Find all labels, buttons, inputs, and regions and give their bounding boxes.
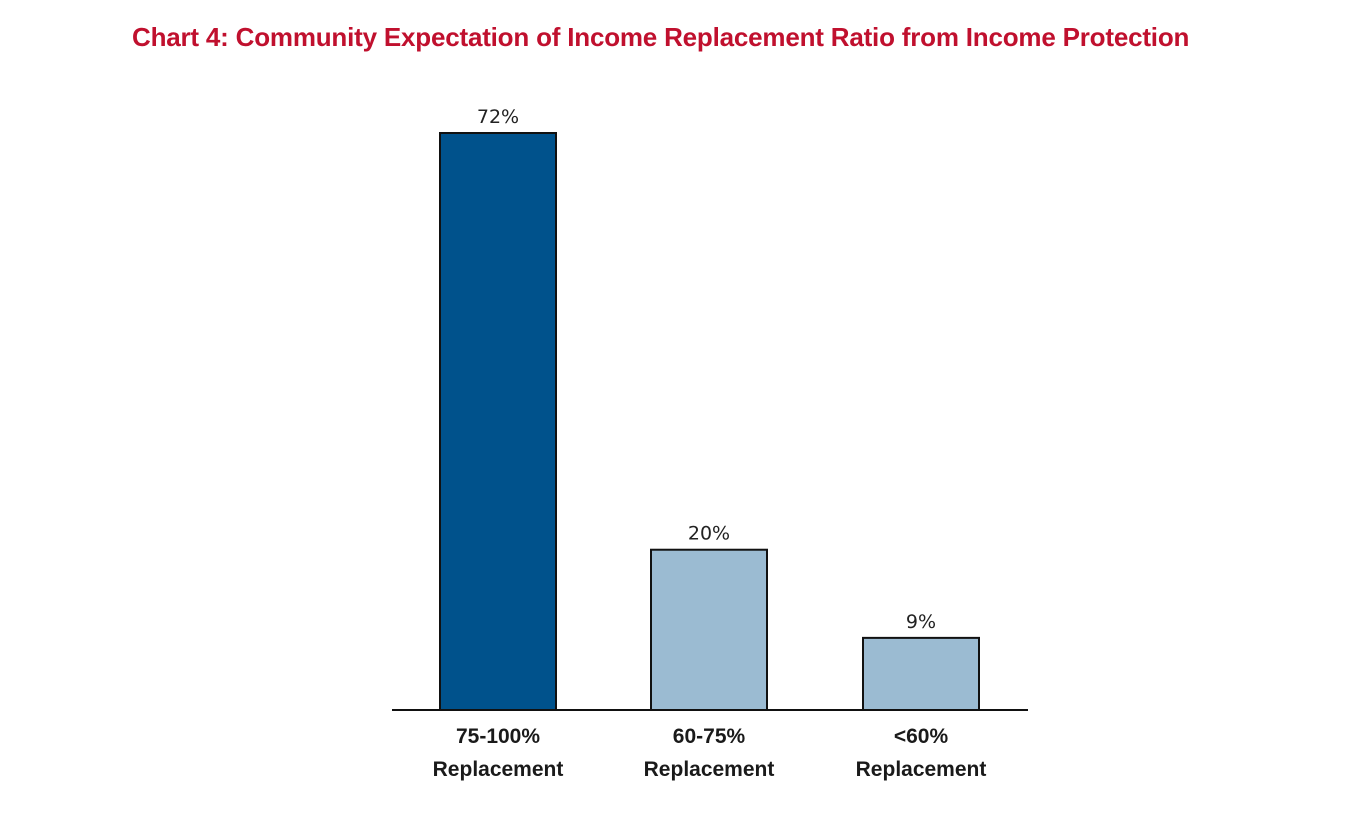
bar-2 — [862, 636, 980, 711]
data-label-1: 20% — [688, 523, 730, 545]
data-label-2: 9% — [906, 611, 936, 633]
x-tick-label-2-line-0: <60% — [894, 725, 949, 748]
x-tick-label-0-line-1: Replacement — [433, 758, 564, 781]
labels-layer: 72% 75-100% Replacement 20% 60-75% Replacemen… — [433, 106, 987, 781]
bar-0 — [439, 132, 557, 711]
x-tick-label-1-line-0: 60-75% — [673, 725, 746, 748]
data-label-0: 72% — [477, 106, 519, 128]
bars-layer — [439, 132, 980, 711]
chart-title: Chart 4: Community Expectation of Income… — [132, 22, 1190, 52]
bar-1 — [650, 548, 768, 711]
x-tick-label-0-line-0: 75-100% — [456, 725, 540, 748]
x-tick-label-2-line-1: Replacement — [856, 758, 987, 781]
x-tick-label-1-line-1: Replacement — [644, 758, 775, 781]
